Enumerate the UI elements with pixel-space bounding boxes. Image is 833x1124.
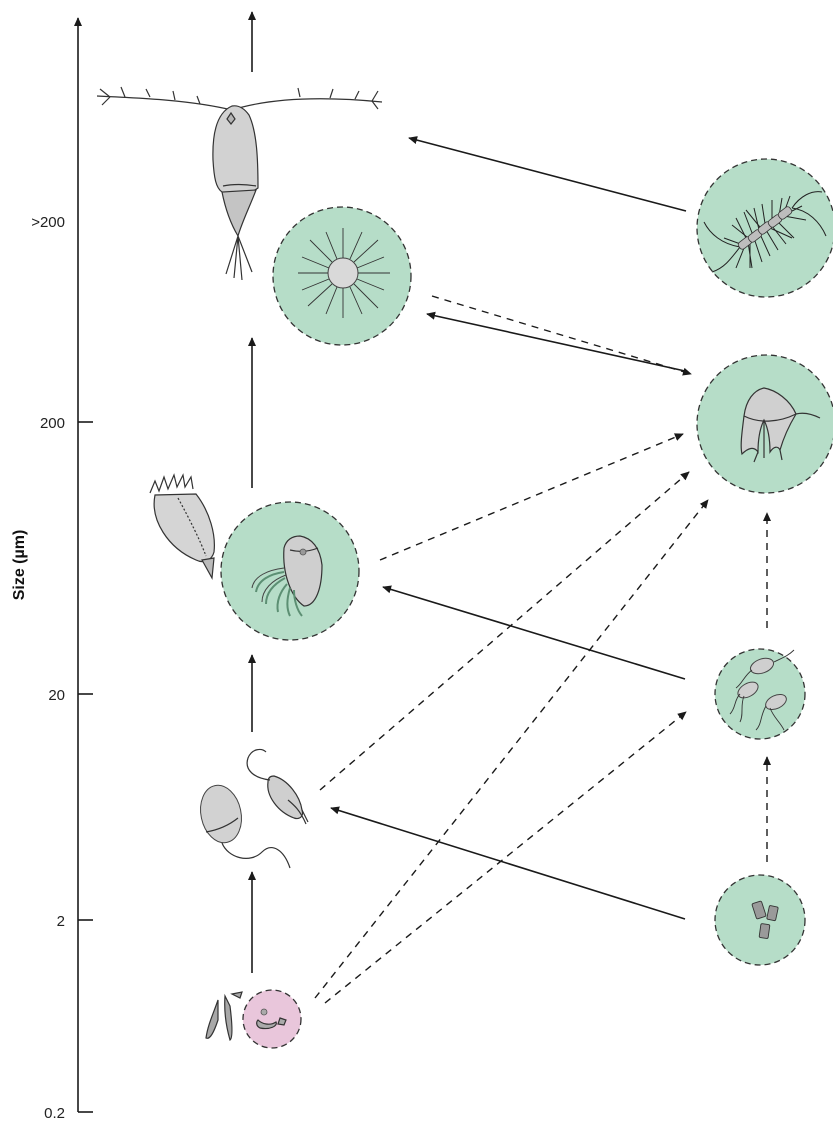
arrow-flagcells-to-ciliate [383,587,685,679]
tick-label-gt200: >200 [31,214,65,231]
bacteria-circle [243,990,301,1048]
dash-radiolarian-to-dino [432,296,691,374]
dash-ciliate-to-dino [380,434,683,560]
tick-label-0-2: 0.2 [44,1105,65,1122]
dash-bacteria-to-flagcells [325,712,686,1003]
arrow-diatom-to-copepod [409,138,686,211]
arrow-dino-to-radiolarian [427,314,685,371]
tick-label-20: 20 [48,687,65,704]
axis-title: Size (µm) [11,530,28,601]
dash-flagellate-to-dino [320,472,689,790]
size-axis: >200 200 20 2 0.2 Size (µm) [11,18,93,1122]
tick-label-2: 2 [57,913,65,930]
arrow-pico-to-nanoflagellate [331,808,685,919]
dashed-arrows [315,296,767,1003]
tick-label-200: 200 [40,415,65,432]
dinoflagellate-circle [697,355,833,493]
solid-arrows [252,12,686,973]
tintinnid-icon [150,475,214,578]
picophytoplankton-circle [715,875,805,965]
nanoflagellate-icon [195,750,308,868]
dash-bacteria-to-dino [315,500,708,998]
